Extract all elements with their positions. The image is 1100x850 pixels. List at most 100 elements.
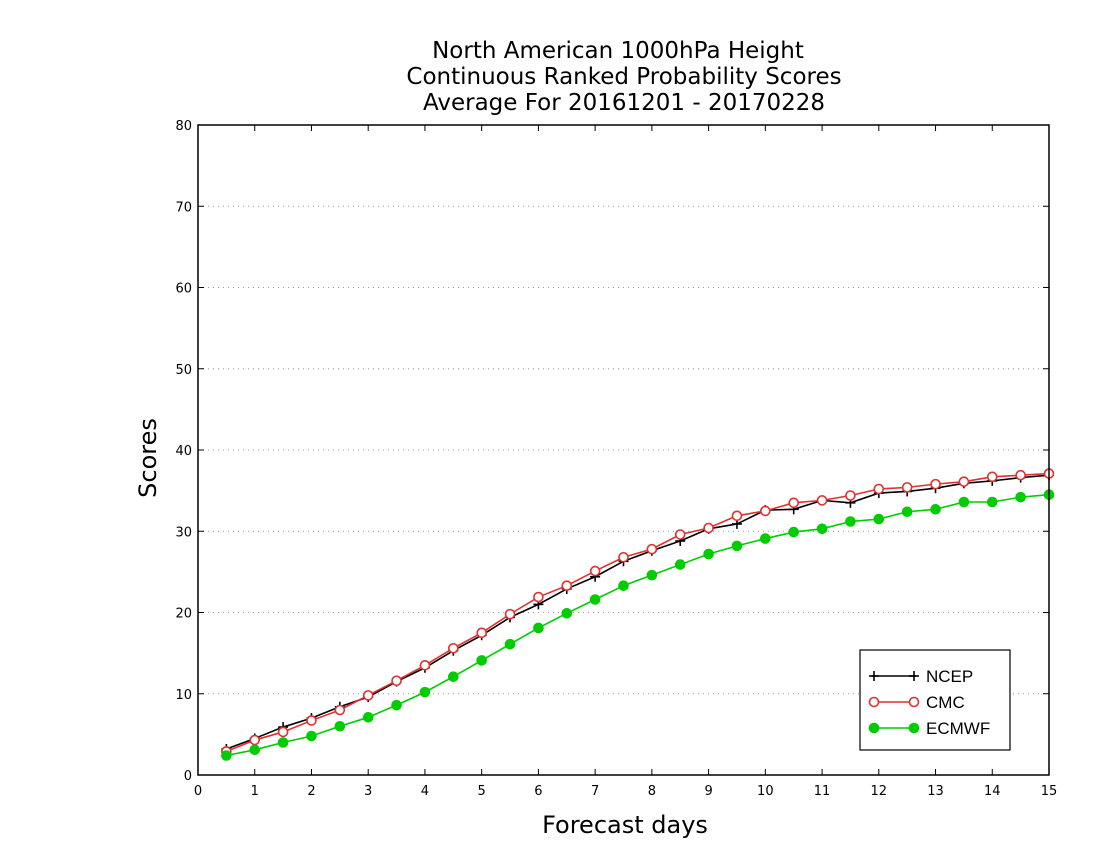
legend-marker-ncep — [909, 671, 919, 681]
y-tick-label: 10 — [175, 688, 192, 703]
data-point-cmc — [845, 490, 856, 501]
data-point-cmc — [306, 715, 317, 726]
data-point-ecmwf — [930, 504, 941, 515]
data-point-ecmwf — [334, 720, 346, 732]
x-tick-label: 10 — [757, 784, 774, 799]
legend-marker-cmc — [908, 696, 920, 708]
chart-title-line-3: Average For 20161201 - 20170228 — [423, 90, 825, 116]
data-point-cmc — [589, 565, 601, 577]
data-point-ecmwf — [419, 686, 431, 698]
data-point-ecmwf — [703, 548, 714, 560]
x-tick-label: 3 — [364, 784, 372, 799]
x-tick-label: 2 — [307, 784, 315, 799]
data-point-cmc — [419, 660, 431, 671]
data-point-ecmwf — [646, 569, 658, 581]
x-axis-label: Forecast days — [542, 811, 708, 839]
data-point-cmc — [788, 497, 800, 509]
data-point-ecmwf — [873, 513, 885, 525]
x-tick-label: 14 — [984, 784, 1001, 799]
x-tick-label: 6 — [534, 784, 542, 799]
data-point-cmc — [731, 510, 743, 522]
data-point-cmc — [901, 482, 913, 493]
data-point-cmc — [760, 505, 771, 517]
data-point-ecmwf — [561, 608, 573, 619]
data-point-cmc — [391, 675, 402, 687]
chart-title: North American 1000hPa Height Continuous… — [406, 38, 841, 116]
y-tick-label: 20 — [175, 607, 192, 622]
x-tick-label: 7 — [591, 784, 599, 799]
data-point-ecmwf — [448, 671, 459, 682]
data-point-cmc — [674, 529, 686, 540]
x-tick-label: 9 — [704, 784, 712, 799]
data-point-ecmwf — [277, 737, 289, 748]
data-point-cmc — [476, 627, 487, 639]
data-point-cmc — [362, 690, 374, 701]
data-point-ecmwf — [845, 516, 856, 527]
series-ecmwf — [221, 489, 1055, 761]
y-tick-label: 0 — [184, 769, 192, 784]
series-cmc — [221, 468, 1055, 757]
data-point-cmc — [873, 483, 885, 495]
data-point-ecmwf — [249, 744, 261, 756]
legend-marker-ecmwf — [868, 722, 880, 734]
legend-marker-ecmwf — [908, 722, 920, 734]
data-point-ecmwf — [986, 496, 998, 508]
x-tick-label: 1 — [251, 784, 259, 799]
data-point-cmc — [816, 495, 828, 506]
data-point-cmc — [561, 580, 573, 591]
data-point-ecmwf — [1015, 491, 1026, 503]
data-point-ecmwf — [221, 750, 232, 761]
y-tick-label: 50 — [175, 363, 192, 378]
data-point-cmc — [930, 478, 941, 490]
data-point-ecmwf — [901, 506, 913, 518]
y-tick-label: 30 — [175, 525, 192, 540]
data-point-cmc — [646, 543, 658, 555]
data-point-ecmwf — [589, 594, 601, 605]
data-point-ecmwf — [362, 712, 374, 723]
data-point-ecmwf — [731, 540, 743, 552]
data-point-ecmwf — [533, 622, 544, 634]
x-tick-label: 11 — [814, 784, 831, 799]
data-point-cmc — [447, 642, 459, 654]
y-tick-label: 40 — [175, 444, 192, 459]
gridlines — [198, 205, 1049, 695]
y-tick-label: 60 — [175, 282, 192, 297]
data-point-ecmwf — [306, 730, 317, 742]
data-point-ecmwf — [391, 699, 402, 711]
data-point-cmc — [703, 522, 714, 534]
data-point-ecmwf — [476, 655, 487, 666]
x-tick-label: 12 — [871, 784, 888, 799]
data-point-ecmwf — [816, 523, 828, 535]
data-point-ecmwf — [760, 533, 771, 544]
x-tick-label: 8 — [648, 784, 656, 799]
legend-item-cmc: CMC — [868, 693, 965, 712]
data-point-cmc — [504, 608, 516, 620]
data-point-cmc — [277, 726, 289, 738]
x-tick-label: 13 — [927, 784, 944, 799]
legend: NCEP CMC ECMWF — [859, 649, 1011, 751]
legend-marker-cmc — [868, 696, 880, 708]
chart-title-line-1: North American 1000hPa Height — [432, 38, 804, 64]
data-point-cmc — [958, 476, 970, 487]
data-point-ecmwf — [674, 559, 686, 570]
y-axis-label: Scores — [134, 418, 162, 498]
data-series — [221, 468, 1055, 761]
legend-label-ncep: NCEP — [926, 667, 973, 686]
data-point-cmc — [618, 551, 629, 563]
y-tick-label: 70 — [175, 200, 192, 215]
data-point-ecmwf — [788, 526, 800, 538]
legend-label-ecmwf: ECMWF — [926, 719, 990, 738]
x-tick-label: 4 — [421, 784, 429, 799]
data-point-cmc — [986, 471, 998, 483]
chart-title-line-2: Continuous Ranked Probability Scores — [406, 64, 841, 90]
y-tick-label: 80 — [175, 119, 192, 134]
x-tick-label: 5 — [478, 784, 486, 799]
data-point-ecmwf — [504, 638, 516, 650]
data-point-ecmwf — [618, 580, 629, 591]
legend-label-cmc: CMC — [926, 693, 965, 712]
x-tick-label: 15 — [1041, 784, 1058, 799]
legend-item-ecmwf: ECMWF — [868, 719, 990, 738]
legend-marker-ncep — [869, 671, 879, 681]
data-point-cmc — [533, 591, 544, 603]
